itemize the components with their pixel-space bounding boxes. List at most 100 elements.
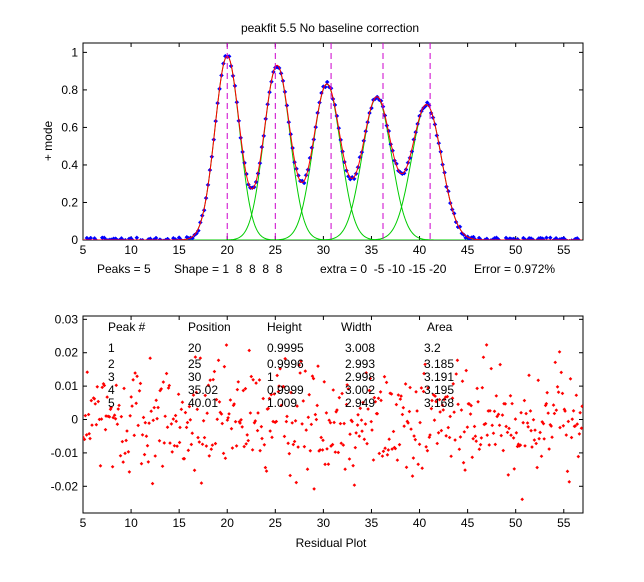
residual-point bbox=[230, 446, 235, 450]
residual-point bbox=[375, 411, 380, 416]
residual-point bbox=[188, 418, 193, 422]
residual-point bbox=[103, 427, 108, 432]
residual-point bbox=[376, 396, 381, 401]
residual-point bbox=[563, 409, 567, 413]
residual-point bbox=[439, 428, 444, 433]
residual-point bbox=[263, 465, 268, 470]
residual-point bbox=[203, 393, 207, 398]
residual-point bbox=[133, 371, 137, 375]
residual-point bbox=[487, 443, 492, 447]
residual-point bbox=[220, 421, 225, 426]
residual-point bbox=[321, 438, 325, 443]
residual-point bbox=[476, 399, 480, 404]
table-cell: 2 bbox=[108, 357, 115, 371]
residual-point bbox=[509, 433, 513, 437]
residual-point bbox=[112, 413, 117, 418]
residual-point bbox=[394, 402, 399, 407]
residual-point bbox=[131, 378, 135, 382]
residual-point bbox=[129, 395, 133, 399]
residual-point bbox=[178, 425, 182, 430]
residual-point bbox=[99, 417, 104, 421]
residual-point bbox=[256, 411, 260, 415]
residual-point bbox=[364, 371, 368, 375]
residual-point bbox=[286, 441, 290, 446]
residual-point bbox=[87, 431, 91, 436]
bottom-xtick-label: 40 bbox=[413, 516, 427, 530]
table-cell: 3.168 bbox=[424, 396, 454, 410]
residual-point bbox=[248, 411, 253, 415]
residual-point bbox=[480, 385, 485, 390]
residual-point bbox=[580, 404, 583, 409]
table-cell: 2.949 bbox=[345, 396, 375, 410]
table-cell: 30 bbox=[188, 370, 202, 384]
table-cell: 40.01 bbox=[188, 396, 218, 410]
residual-point bbox=[283, 356, 287, 361]
residual-point bbox=[412, 434, 416, 438]
residual-point bbox=[481, 355, 486, 360]
residual-point bbox=[518, 443, 523, 447]
residual-point bbox=[334, 409, 338, 414]
residual-point bbox=[362, 437, 367, 442]
residual-point bbox=[262, 442, 267, 447]
residual-point bbox=[214, 397, 219, 402]
residual-point bbox=[294, 480, 299, 485]
residual-point bbox=[207, 454, 212, 458]
residual-point bbox=[289, 390, 293, 395]
residual-point bbox=[341, 443, 346, 447]
bottom-axes-frame bbox=[82, 315, 584, 514]
residual-point bbox=[496, 412, 501, 417]
residual-point bbox=[299, 359, 303, 363]
residual-point bbox=[525, 421, 530, 425]
data-point bbox=[92, 239, 93, 240]
residual-point bbox=[153, 454, 158, 458]
residual-point bbox=[120, 439, 125, 444]
residual-point bbox=[245, 433, 250, 437]
data-point bbox=[98, 239, 99, 240]
residual-point bbox=[514, 431, 519, 435]
residual-point bbox=[484, 343, 489, 347]
residual-point bbox=[503, 402, 508, 406]
table-cell: 0.9996 bbox=[267, 357, 304, 371]
residual-point bbox=[231, 403, 236, 408]
residual-point bbox=[138, 381, 143, 386]
residual-point bbox=[270, 435, 274, 440]
residual-point bbox=[234, 444, 239, 448]
component-curve-1 bbox=[83, 55, 583, 240]
residual-point bbox=[463, 468, 467, 472]
residual-point bbox=[318, 448, 322, 452]
bottom-xtick-label: 25 bbox=[269, 516, 283, 530]
table-cell: 3.008 bbox=[345, 341, 375, 355]
residual-point bbox=[488, 408, 492, 413]
residual-point bbox=[158, 388, 162, 393]
top-ytick-label: 0.4 bbox=[61, 158, 78, 172]
residual-point bbox=[380, 454, 385, 458]
residual-point bbox=[314, 417, 319, 422]
residual-point bbox=[434, 399, 438, 404]
data-point bbox=[482, 239, 484, 240]
residual-point bbox=[422, 371, 426, 376]
residual-point bbox=[315, 403, 319, 408]
residual-point bbox=[342, 421, 346, 426]
top-xtick-label: 10 bbox=[124, 243, 138, 257]
residual-point bbox=[555, 385, 560, 389]
residual-point bbox=[295, 404, 299, 408]
residual-point bbox=[159, 387, 164, 391]
data-point bbox=[134, 235, 140, 240]
residual-point bbox=[452, 410, 456, 414]
residual-point bbox=[516, 442, 521, 447]
residual-point bbox=[174, 419, 179, 424]
residual-point bbox=[361, 400, 365, 405]
residual-point bbox=[446, 425, 451, 430]
residual-point bbox=[389, 392, 394, 396]
residual-point bbox=[84, 433, 89, 437]
residual-point bbox=[520, 497, 525, 502]
residual-point bbox=[344, 402, 349, 407]
residual-point bbox=[322, 380, 327, 384]
residual-point bbox=[497, 423, 502, 428]
residual-point bbox=[312, 487, 316, 491]
residual-point bbox=[575, 422, 580, 426]
residual-point bbox=[464, 368, 469, 373]
bottom-xtick-label: 15 bbox=[172, 516, 186, 530]
residual-point bbox=[526, 425, 530, 429]
